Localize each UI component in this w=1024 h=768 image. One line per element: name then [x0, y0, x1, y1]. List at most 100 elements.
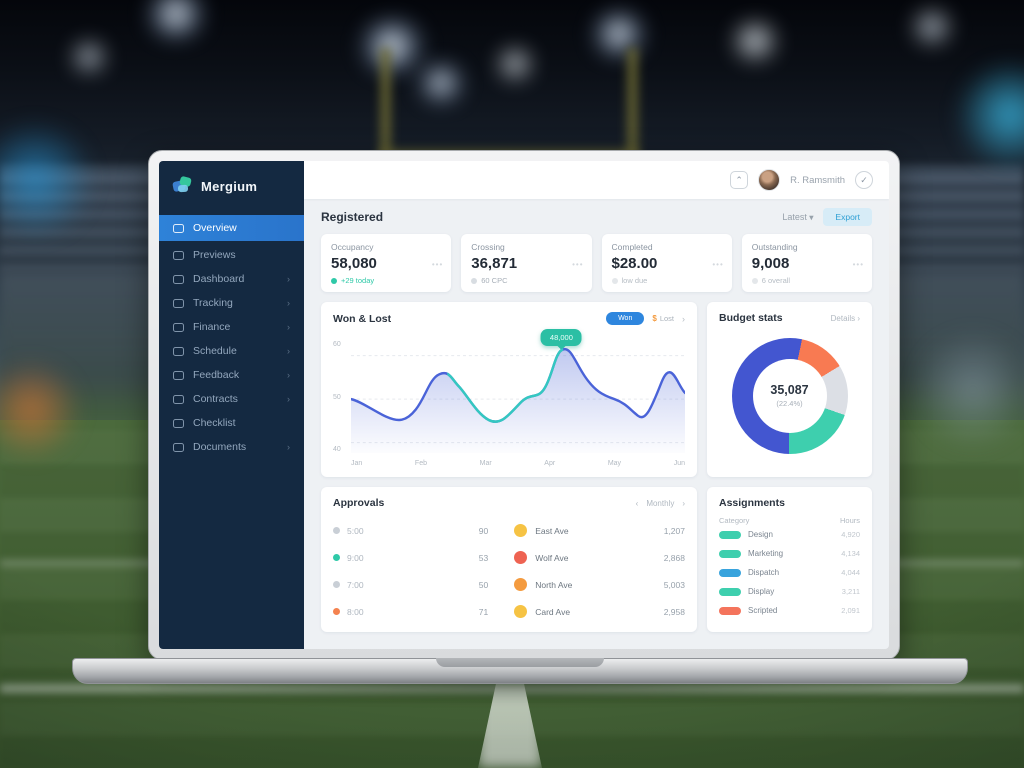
x-tick: Apr: [544, 460, 556, 467]
details-link[interactable]: Details ›: [830, 313, 860, 323]
page-header: Registered Latest ▾ Export: [321, 208, 872, 226]
stat-sub-text: +29 today: [341, 276, 375, 285]
stat-card-crossing[interactable]: Crossing 36,871 60 CPC •••: [461, 234, 592, 292]
line-chart-card: Won & Lost Won $ Lost › 60 50 40: [321, 302, 697, 477]
sidebar-item-schedule[interactable]: Schedule ›: [159, 339, 304, 363]
chevron-right-icon: ›: [287, 370, 290, 380]
x-tick: Mar: [479, 460, 492, 467]
goalpost-upright-left: [380, 48, 391, 160]
sidebar-item-label: Finance: [193, 321, 231, 333]
stat-card-outstanding[interactable]: Outstanding 9,008 6 overall •••: [741, 234, 872, 292]
list-item[interactable]: East Ave 1,207: [514, 517, 685, 544]
sidebar-item-overview[interactable]: Overview: [159, 215, 304, 241]
list-item[interactable]: 9:00 53: [333, 544, 488, 571]
list-item[interactable]: Card Ave 2,958: [514, 598, 685, 625]
stat-card-completed[interactable]: Completed $28.00 low due •••: [601, 234, 732, 292]
pager-prev-icon[interactable]: ‹: [635, 498, 639, 508]
stadium-light: [412, 62, 470, 104]
chevron-right-icon: ›: [287, 274, 290, 284]
sidebar-item-contracts[interactable]: Contracts ›: [159, 387, 304, 411]
card-menu-icon[interactable]: •••: [852, 260, 864, 269]
donut-ring[interactable]: 35,087 (22.4%): [731, 337, 848, 454]
donut-title: Budget stats: [719, 312, 783, 324]
sidebar-item-label: Documents: [193, 441, 247, 453]
stadium-light: [906, 8, 958, 46]
location-badge: [514, 524, 528, 537]
sort-dropdown[interactable]: Latest ▾: [782, 212, 814, 222]
category-bar: [719, 568, 741, 577]
list-item[interactable]: Marketing 4,134: [719, 544, 860, 563]
y-axis: 60 50 40: [333, 339, 351, 467]
card-menu-icon[interactable]: •••: [431, 260, 444, 269]
stat-value: 36,871: [471, 255, 518, 272]
sidebar-item-tracking[interactable]: Tracking ›: [159, 291, 304, 315]
previews-icon: [173, 250, 184, 260]
stat-value: 58,080: [331, 255, 377, 272]
laptop-screen: Mergium Overview Previews Dashboard ›: [148, 150, 900, 660]
sidebar-item-feedback[interactable]: Feedback ›: [159, 363, 304, 387]
sidebar-item-finance[interactable]: Finance ›: [159, 315, 304, 339]
dashboard-app: Mergium Overview Previews Dashboard ›: [159, 161, 889, 649]
collapse-icon[interactable]: ⌃: [730, 171, 749, 189]
status-dot: [611, 277, 618, 284]
sidebar-item-previews[interactable]: Previews: [159, 243, 304, 267]
sidebar-item-label: Overview: [193, 222, 237, 234]
list-item[interactable]: Scripted 2,091: [719, 601, 860, 620]
status-dot: [333, 581, 340, 588]
chevron-right-icon: ›: [287, 298, 290, 308]
logo[interactable]: Mergium: [159, 161, 304, 213]
donut-center: 35,087 (22.4%): [732, 338, 848, 454]
chevron-right-icon[interactable]: ›: [682, 313, 685, 324]
list-item[interactable]: Display 3,211: [719, 582, 860, 601]
x-tick: May: [607, 460, 622, 467]
legend-won-pill[interactable]: Won: [606, 312, 645, 325]
sidebar-item-dashboard[interactable]: Dashboard ›: [159, 267, 304, 291]
avatar[interactable]: [758, 169, 781, 191]
assignments-card: Assignments Category Hours Design 4,920 M…: [707, 487, 872, 632]
stat-cards-row: Occupancy 58,080 +29 today ••• Crossing …: [321, 234, 872, 292]
approvals-title: Approvals: [333, 497, 385, 509]
schedule-icon: [173, 346, 184, 356]
list-item[interactable]: Wolf Ave 2,868: [514, 544, 685, 571]
stadium-light: [66, 40, 112, 74]
topbar: ⌃ R. Ramsmith ✓: [304, 161, 889, 199]
status-dot: [471, 277, 478, 284]
contracts-icon: [173, 394, 184, 404]
list-item[interactable]: North Ave 5,003: [514, 571, 685, 598]
page-title: Registered: [321, 210, 384, 224]
stadium-light: [492, 46, 538, 82]
sidebar-item-documents[interactable]: Documents ›: [159, 435, 304, 459]
stat-card-occupancy[interactable]: Occupancy 58,080 +29 today •••: [321, 234, 452, 292]
user-name: R. Ramsmith: [790, 174, 845, 186]
export-button[interactable]: Export: [823, 208, 872, 226]
list-item[interactable]: Design 4,920: [719, 525, 860, 544]
card-menu-icon[interactable]: •••: [712, 260, 724, 269]
location-badge: [514, 551, 528, 564]
legend-lost[interactable]: $ Lost: [652, 314, 674, 323]
list-item[interactable]: 7:00 50: [333, 571, 488, 598]
line-chart-plot[interactable]: 48,000: [351, 329, 685, 467]
approvals-card: Approvals ‹ Monthly › 5:00 90 9:00 53 7:00…: [321, 487, 697, 632]
pager-label[interactable]: Monthly: [646, 498, 675, 508]
list-item[interactable]: 8:00 71: [333, 598, 488, 625]
donut-chart-card: Budget stats Details › 35,087 (22.4%): [707, 302, 872, 477]
laptop-base-notch: [436, 658, 604, 667]
feedback-icon: [173, 370, 184, 380]
pager-next-icon[interactable]: ›: [682, 498, 685, 508]
chevron-right-icon: ›: [287, 394, 290, 404]
documents-icon: [173, 442, 184, 452]
sidebar-item-label: Previews: [193, 249, 236, 261]
chevron-right-icon: ›: [287, 322, 290, 332]
status-dot: [751, 277, 758, 284]
list-item[interactable]: 5:00 90: [333, 517, 488, 544]
card-menu-icon[interactable]: •••: [572, 260, 584, 269]
stat-label: Outstanding: [751, 242, 798, 252]
stat-label: Completed: [611, 242, 653, 252]
status-check-icon[interactable]: ✓: [855, 171, 873, 189]
column-header: Category: [719, 516, 750, 525]
stat-sub-text: 6 overall: [761, 276, 791, 285]
stat-label: Crossing: [471, 242, 505, 252]
column-header: Hours: [839, 516, 860, 525]
sidebar-item-checklist[interactable]: Checklist: [159, 411, 304, 435]
list-item[interactable]: Dispatch 4,044: [719, 563, 860, 582]
